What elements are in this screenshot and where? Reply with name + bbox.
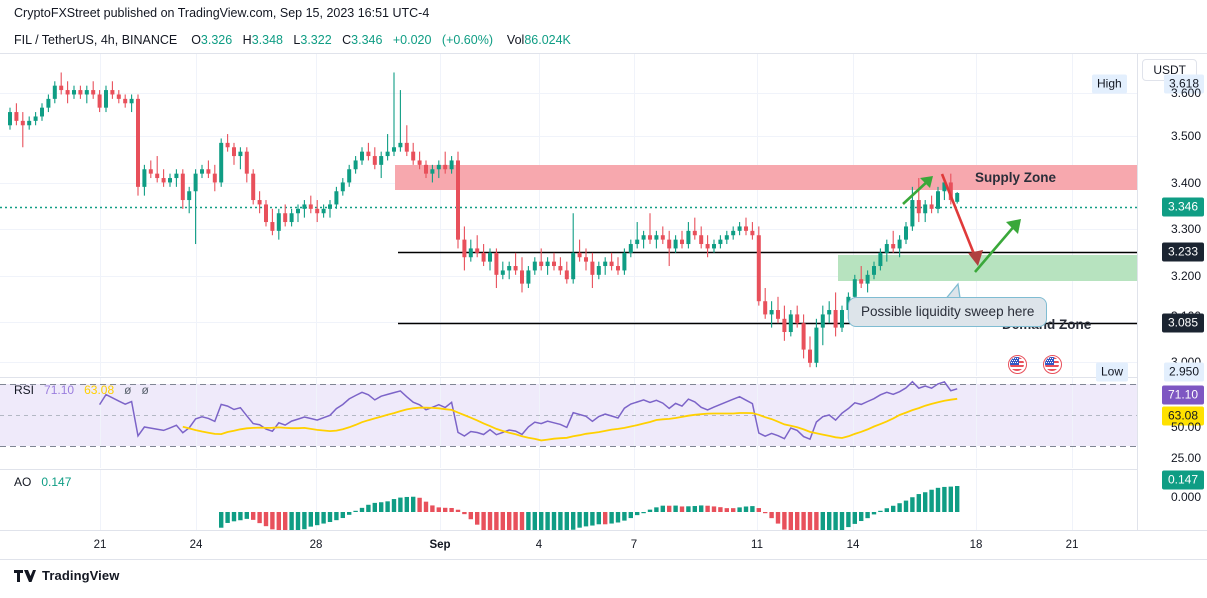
rsi-legend-name: RSI	[14, 383, 35, 397]
chart-frame: Supply Zone Demand Zone	[0, 53, 1207, 531]
rsi-value-badge: 71.10	[1161, 385, 1204, 405]
footer: TradingView	[14, 568, 119, 583]
ao-pane[interactable]: AO 0.147	[0, 469, 1137, 531]
rsi-legend-extra-1: ø	[124, 383, 132, 397]
ao-histogram	[219, 486, 960, 531]
ao-axis-tick-zero: 0.000	[1170, 490, 1201, 504]
rsi-legend-extra-2: ø	[141, 383, 149, 397]
time-axis-label: 24	[189, 539, 203, 551]
support-price-badge: 3.085	[1161, 313, 1204, 333]
time-axis-label: 21	[1065, 539, 1079, 551]
volume-label: Vol	[506, 33, 525, 47]
time-axis-label: 14	[846, 539, 860, 551]
rsi-axis-tick-50: 50.00	[1170, 420, 1201, 434]
symbol-legend-row: FIL / TetherUS, 4h, BINANCE O3.326 H3.34…	[0, 31, 1207, 53]
price-chart-svg	[0, 54, 1137, 376]
period-low-value: 2.950	[1163, 362, 1204, 382]
axis-tick-3200: 3.200	[1170, 269, 1201, 283]
ao-value-badge: 0.147	[1161, 470, 1204, 490]
axis-tick-3300: 3.300	[1170, 222, 1201, 236]
axis-tick-3400: 3.400	[1170, 176, 1201, 190]
time-axis-label: 18	[969, 539, 983, 551]
symbol-name[interactable]: FIL / TetherUS, 4h, BINANCE	[14, 33, 178, 47]
ohlc-open-label: O	[191, 33, 201, 47]
ao-chart-svg	[100, 470, 1073, 531]
rsi-pane[interactable]: RSI 71.10 63.08 ø ø	[0, 377, 1137, 468]
rsi-legend: RSI 71.10 63.08 ø ø	[14, 383, 149, 397]
candlestick-series	[8, 72, 960, 368]
price-axis[interactable]: USDT High 3.618 3.600 3.500 3.400 3.346 …	[1092, 54, 1207, 531]
time-axis-label: 28	[309, 539, 323, 551]
us-flag-icon	[1045, 357, 1059, 371]
up-arrow-right	[974, 219, 1021, 273]
ao-legend: AO 0.147	[14, 475, 71, 489]
ohlc-close-value: 3.346	[351, 33, 383, 47]
period-low-tag: Low	[1096, 362, 1129, 382]
price-change-percent: (+0.60%)	[441, 33, 493, 47]
price-pane[interactable]: Supply Zone Demand Zone	[0, 54, 1137, 376]
supply-zone-rect	[395, 165, 1137, 190]
ohlc-close-label: C	[342, 33, 352, 47]
time-axis-label: 4	[535, 539, 543, 551]
axis-tick-3500: 3.500	[1170, 129, 1201, 143]
us-flag-event-icon-2[interactable]	[1043, 355, 1062, 374]
rsi-chart-svg	[0, 378, 1137, 468]
vertical-gridlines	[100, 54, 1073, 376]
ohlc-low-label: L	[293, 33, 301, 47]
time-axis[interactable]: 21 24 28 Sep 4 7 11 14 18 21	[0, 530, 1207, 560]
ohlc-open-value: 3.326	[200, 33, 233, 47]
ao-legend-name: AO	[14, 475, 32, 489]
period-high-value: 3.618	[1163, 74, 1204, 94]
last-price-badge: 3.346	[1161, 197, 1204, 217]
down-arrow	[940, 173, 983, 266]
supply-zone-label: Supply Zone	[975, 170, 1056, 185]
time-axis-label: Sep	[429, 539, 451, 551]
axis-tick-3600: 3.600	[1170, 86, 1201, 100]
ao-legend-value: 0.147	[41, 475, 72, 489]
volume-value: 86.024K	[524, 33, 571, 47]
symbol-legend: FIL / TetherUS, 4h, BINANCE O3.326 H3.34…	[14, 33, 571, 47]
time-axis-label: 21	[93, 539, 107, 551]
ohlc-high-value: 3.348	[251, 33, 283, 47]
rsi-line	[98, 380, 958, 441]
price-change: +0.020	[392, 33, 432, 47]
time-axis-label: 7	[630, 539, 638, 551]
ohlc-low-value: 3.322	[300, 33, 332, 47]
rsi-legend-value: 71.10	[44, 383, 75, 397]
rsi-axis-tick-25: 25.00	[1170, 451, 1201, 465]
up-arrow-left	[902, 176, 933, 205]
ohlc-high-label: H	[242, 33, 252, 47]
us-flag-event-icon-1[interactable]	[1008, 355, 1027, 374]
us-flag-icon	[1010, 357, 1024, 371]
liquidity-sweep-callout[interactable]: Possible liquidity sweep here	[848, 297, 1048, 327]
rsi-legend-ma-value: 63.08	[84, 383, 115, 397]
period-high-tag: High	[1092, 74, 1127, 94]
rsi-ma-value-badge: 63.08	[1161, 406, 1204, 426]
attribution-text: CryptoFXStreet published on TradingView.…	[14, 6, 430, 20]
time-axis-label: 11	[751, 539, 763, 551]
tradingview-logo-icon	[14, 569, 36, 582]
tradingview-brand: TradingView	[42, 568, 120, 583]
resistance-price-badge: 3.233	[1161, 242, 1204, 262]
rsi-ma-line	[182, 397, 958, 442]
